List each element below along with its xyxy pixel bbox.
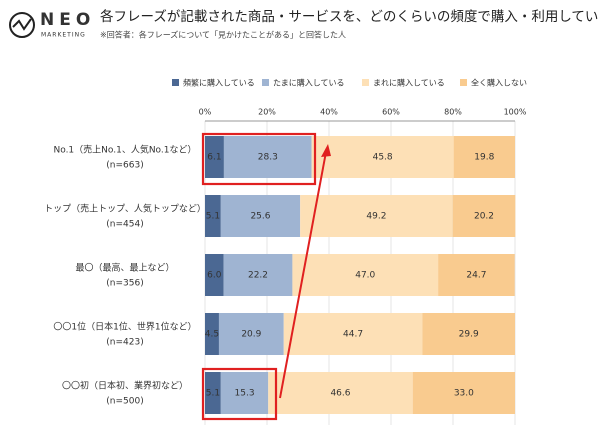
sample-size-label: (n=423)	[106, 338, 143, 348]
bar-segment	[220, 195, 301, 237]
bar-segment	[422, 313, 515, 355]
legend-label: 全く購入しない	[471, 78, 527, 88]
value-label: 33.0	[454, 389, 474, 399]
value-label: 45.8	[373, 153, 393, 163]
arrow-head	[321, 144, 331, 157]
arrow	[279, 151, 327, 399]
legend-label: まれに購入している	[373, 78, 445, 88]
bar-segment	[205, 372, 221, 414]
x-tick-label: 100%	[504, 108, 527, 117]
sample-size-label: (n=454)	[106, 220, 143, 230]
value-label: 44.7	[343, 330, 363, 340]
bar-segment	[223, 136, 312, 178]
chart-subtitle: ※回答者：各フレーズについて「見かけたことがある」と回答した人	[100, 30, 346, 40]
bar-segment	[283, 313, 423, 355]
highlight-box	[201, 367, 278, 421]
value-label: 28.3	[258, 153, 278, 163]
category-label: No.1（売上No.1、人気No.1など）	[53, 144, 196, 156]
value-label: 25.6	[250, 212, 270, 222]
chart-title: 各フレーズが記載された商品・サービスを、どのくらいの頻度で購入・利用しているか	[100, 8, 600, 25]
bar-segment	[292, 254, 439, 296]
category-label: 最〇（最高、最上など）	[75, 262, 174, 274]
highlight-box	[201, 132, 317, 186]
x-tick-label: 60%	[382, 108, 400, 117]
value-label: 22.2	[248, 271, 268, 281]
value-label: 6.1	[207, 153, 221, 163]
category-label: 〇〇1位（日本1位、世界1位など）	[53, 321, 196, 333]
plot: 頻繁に購入している たまに購入している まれに購入している 全く購入しない 0% 20% 4…	[44, 78, 527, 425]
bar-segment	[205, 195, 221, 237]
legend-swatch	[460, 79, 467, 86]
bar-segment	[438, 254, 515, 296]
bar-segment	[453, 136, 515, 178]
bar-segment	[412, 372, 515, 414]
sample-size-label: (n=663)	[106, 161, 143, 171]
x-tick-label: 20%	[258, 108, 276, 117]
x-tick-label: 80%	[444, 108, 462, 117]
value-label: 5.1	[206, 389, 220, 399]
legend-swatch	[172, 79, 179, 86]
value-label: 20.9	[241, 330, 261, 340]
sample-size-label: (n=356)	[106, 279, 143, 289]
bar-segment	[311, 136, 454, 178]
sample-size-label: (n=500)	[106, 397, 143, 407]
bar-segment	[205, 136, 224, 178]
value-label: 4.5	[205, 330, 219, 340]
value-label: 5.1	[206, 212, 220, 222]
value-label: 15.3	[235, 389, 255, 399]
bar-segment	[223, 254, 293, 296]
bar-segment	[452, 195, 516, 237]
value-label: 24.7	[466, 271, 486, 281]
bar-segment	[268, 372, 413, 414]
brand-name: NEO	[40, 10, 95, 30]
value-label: 6.0	[207, 271, 222, 281]
value-label: 29.9	[459, 330, 479, 340]
logo-mark	[12, 18, 32, 31]
legend-swatch	[262, 79, 269, 86]
value-label: 46.6	[330, 389, 350, 399]
category-label: 〇〇初（日本初、業界初など）	[62, 380, 188, 392]
value-label: 47.0	[355, 271, 375, 281]
x-tick-label: 0%	[199, 108, 212, 117]
value-label: 19.8	[474, 153, 494, 163]
annotation	[201, 132, 331, 421]
bar-segment	[220, 372, 269, 414]
category-label: トップ（売上トップ、人気トップなど）	[44, 203, 206, 215]
legend-label: 頻繁に購入している	[183, 78, 255, 88]
bar-segment	[205, 254, 224, 296]
bar-segment	[218, 313, 284, 355]
value-label: 20.2	[474, 212, 494, 222]
x-tick-label: 40%	[320, 108, 338, 117]
bar-segment	[205, 313, 219, 355]
bar-segment	[300, 195, 453, 237]
legend-label: たまに購入している	[273, 78, 345, 88]
legend-swatch	[362, 79, 369, 86]
value-label: 49.2	[366, 212, 386, 222]
logo-mark	[9, 12, 35, 38]
brand-tagline: MARKETING	[41, 32, 86, 39]
